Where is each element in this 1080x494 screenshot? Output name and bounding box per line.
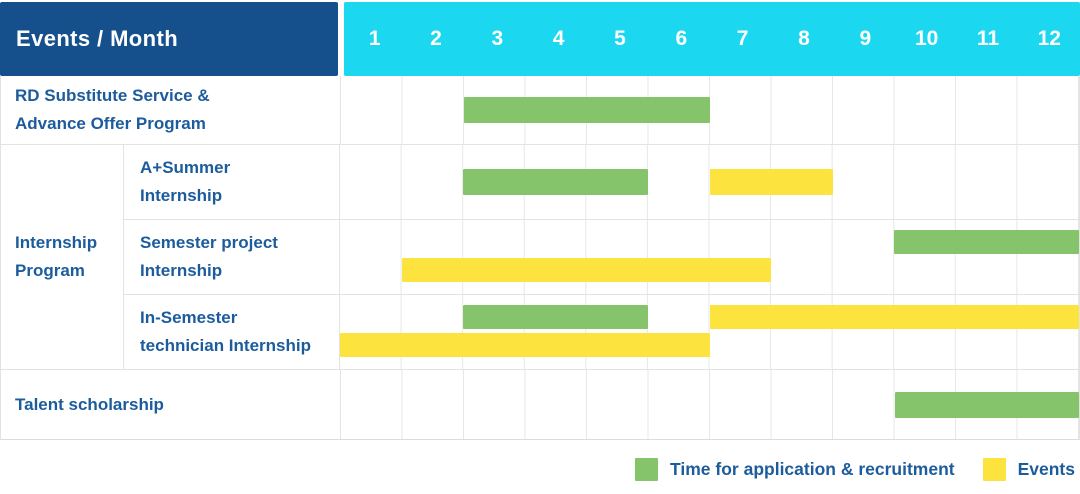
internship-program-group: Internship Program A+Summer Internship S… bbox=[1, 144, 1079, 369]
month-tick-1: 1 bbox=[368, 27, 381, 50]
gantt-cell-semester-project bbox=[339, 220, 1079, 294]
application-bar bbox=[894, 391, 1079, 418]
event-color-swatch bbox=[982, 457, 1006, 481]
table-row: Talent scholarship bbox=[1, 369, 1079, 439]
month-tick-4: 4 bbox=[552, 27, 565, 50]
legend: Time for application & recruitment Event… bbox=[635, 449, 1075, 489]
table-body: RD Substitute Service & Advance Offer Pr… bbox=[0, 76, 1080, 440]
application-bar bbox=[463, 305, 648, 329]
event-bar bbox=[709, 169, 833, 195]
row-label-rd-substitute: RD Substitute Service & Advance Offer Pr… bbox=[15, 86, 210, 133]
event-bar bbox=[709, 305, 1079, 329]
month-tick-7: 7 bbox=[736, 27, 749, 50]
table-header-events-month: Events / Month bbox=[0, 2, 338, 76]
row-label-in-semester: In-Semester technician Internship bbox=[140, 308, 311, 355]
application-bar bbox=[894, 230, 1079, 254]
event-bar bbox=[340, 333, 710, 357]
group-label-internship-program: Internship Program bbox=[1, 145, 124, 369]
table-row: Semester project Internship bbox=[124, 219, 1079, 294]
row-label-talent-scholarship: Talent scholarship bbox=[15, 394, 164, 414]
table-row: A+Summer Internship bbox=[124, 145, 1079, 219]
row-label-semester-project: Semester project Internship bbox=[140, 233, 278, 280]
month-tick-8: 8 bbox=[798, 27, 810, 50]
legend-label-events: Events bbox=[1017, 458, 1075, 479]
month-tick-3: 3 bbox=[491, 27, 504, 50]
gantt-cell-a-summer bbox=[339, 145, 1079, 219]
legend-item-events: Events bbox=[982, 457, 1075, 481]
application-color-swatch bbox=[635, 457, 659, 481]
month-axis-header: 1 2 3 4 5 6 7 8 9 10 11 12 bbox=[344, 2, 1080, 76]
month-tick-10: 10 bbox=[914, 27, 939, 50]
month-tick-11: 11 bbox=[976, 27, 1000, 50]
gantt-cell-talent-scholarship bbox=[340, 370, 1079, 439]
month-tick-5: 5 bbox=[614, 27, 626, 50]
application-bar bbox=[463, 169, 648, 195]
table-row: In-Semester technician Internship bbox=[124, 294, 1079, 369]
header-label: Events / Month bbox=[16, 26, 179, 51]
event-bar bbox=[401, 258, 772, 282]
gantt-cell-in-semester bbox=[339, 295, 1079, 369]
table-row: RD Substitute Service & Advance Offer Pr… bbox=[1, 76, 1079, 144]
legend-label-application: Time for application & recruitment bbox=[670, 458, 955, 479]
month-tick-2: 2 bbox=[430, 27, 442, 50]
month-tick-12: 12 bbox=[1037, 27, 1061, 50]
internship-subrows: A+Summer Internship Semester project Int… bbox=[124, 145, 1079, 369]
month-tick-6: 6 bbox=[675, 27, 688, 50]
legend-item-application: Time for application & recruitment bbox=[635, 457, 955, 481]
application-bar bbox=[464, 97, 711, 123]
row-label-a-summer: A+Summer Internship bbox=[140, 158, 231, 205]
gantt-cell-rd-substitute bbox=[340, 76, 1079, 144]
month-tick-9: 9 bbox=[859, 27, 872, 50]
